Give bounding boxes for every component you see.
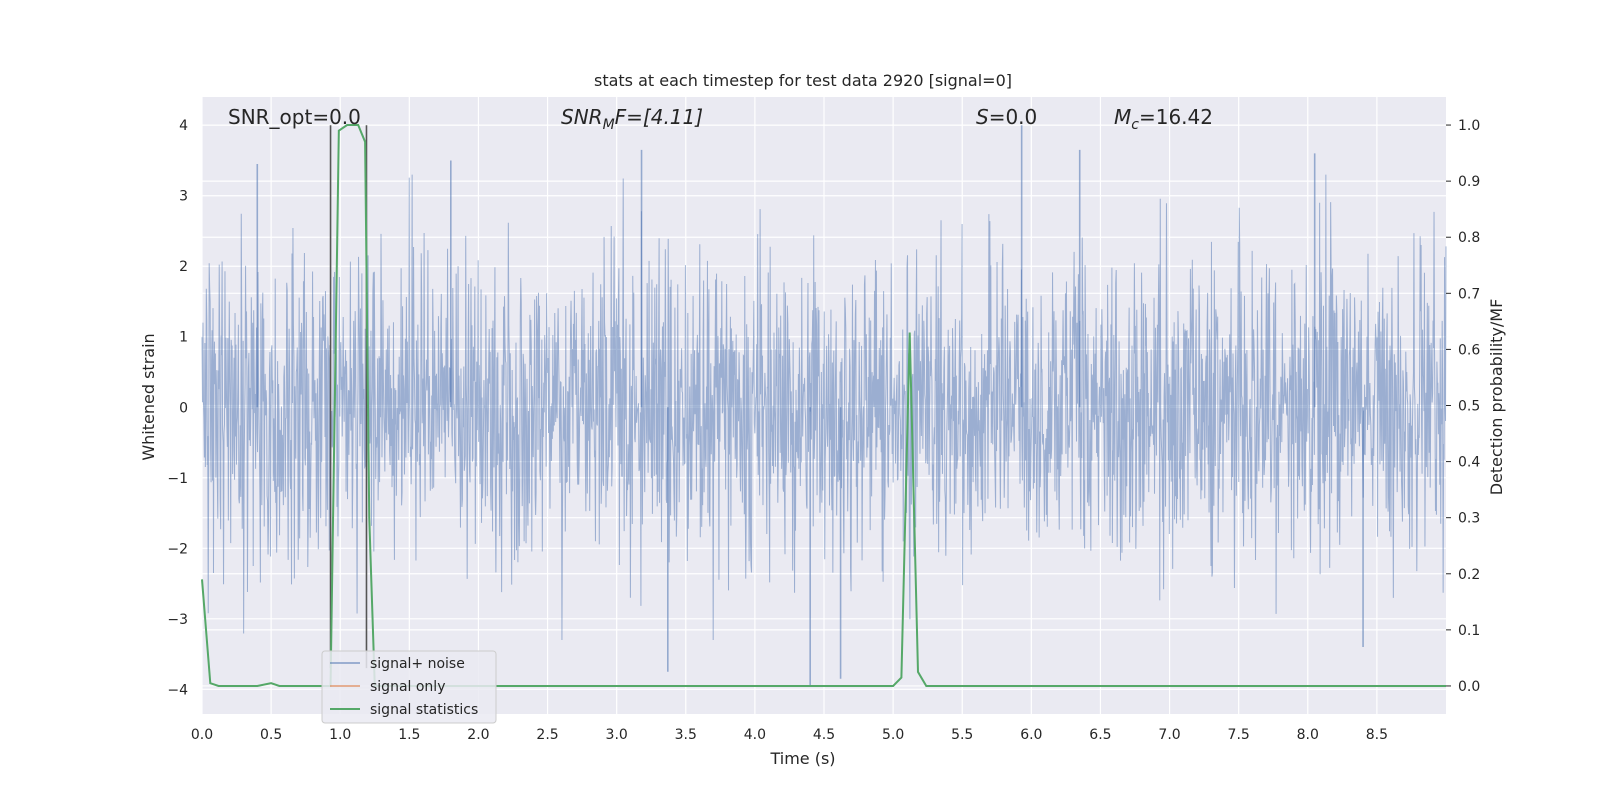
y2-tick-label: 1.0	[1458, 118, 1480, 134]
y2-tick-label: 0.2	[1458, 567, 1480, 583]
x-tick-label: 3.5	[675, 727, 697, 743]
y-tick-label: 2	[179, 259, 188, 275]
y-tick-label: 3	[179, 189, 188, 205]
annotation-snr-opt: SNR_opt=0.0	[228, 105, 361, 129]
legend: signal+ noise signal only signal statist…	[321, 650, 497, 724]
series-signal-statistics	[201, 124, 1446, 687]
y-tick-label: −1	[167, 471, 188, 487]
y2-tick-label: 0.4	[1458, 455, 1480, 471]
x-tick-label: 6.5	[1089, 727, 1111, 743]
x-tick-label: 7.0	[1158, 727, 1180, 743]
x-tick-label: 8.0	[1297, 727, 1319, 743]
x-axis-ticks: 0.0 0.5 1.0 1.5 2.0 2.5 3.0 3.5 4.0 4.5 5.0 5.5 6.0 6…	[191, 727, 1388, 743]
legend-label-signal-statistics: signal statistics	[370, 702, 478, 718]
x-tick-label: 0.5	[260, 727, 282, 743]
x-tick-label: 3.0	[606, 727, 628, 743]
x-tick-label: 2.0	[467, 727, 489, 743]
x-tick-label: 6.0	[1020, 727, 1042, 743]
x-tick-label: 1.0	[329, 727, 351, 743]
y2-axis-ticks: 1.0 0.9 0.8 0.7 0.6 0.5 0.4 0.3 0.2 0.1 0.0	[1446, 118, 1480, 695]
chart-title: stats at each timestep for test data 292…	[594, 71, 1012, 90]
x-tick-label: 5.5	[951, 727, 973, 743]
y-axis-label: Whitened strain	[139, 333, 158, 460]
y-axis-ticks: 4 3 2 1 0 −1 −2 −3 −4	[167, 118, 188, 698]
y-tick-label: −2	[167, 541, 188, 557]
y2-tick-label: 0.8	[1458, 230, 1480, 246]
noise-trace	[201, 174, 1447, 640]
annotation-snr-mf: SNRMF=[4.11]	[561, 105, 703, 133]
annotations: SNR_opt=0.0 SNRMF=[4.11] S=0.0 Mc=16.42	[228, 105, 1213, 133]
x-tick-label: 4.5	[813, 727, 835, 743]
x-axis-label: Time (s)	[769, 749, 835, 768]
y2-tick-label: 0.3	[1458, 511, 1480, 527]
series-signal-noise	[201, 125, 1447, 686]
x-tick-label: 7.5	[1228, 727, 1250, 743]
y2-tick-label: 0.0	[1458, 679, 1480, 695]
legend-label-signal-noise: signal+ noise	[370, 656, 465, 672]
y2-tick-label: 0.7	[1458, 286, 1480, 302]
annotation-mc: Mc=16.42	[1114, 105, 1213, 133]
y2-tick-label: 0.1	[1458, 623, 1480, 639]
y-tick-label: 4	[179, 118, 188, 134]
y2-axis-label: Detection probability/MF	[1487, 299, 1506, 496]
legend-label-signal-only: signal only	[370, 679, 445, 695]
x-tick-label: 8.5	[1366, 727, 1388, 743]
x-tick-label: 4.0	[744, 727, 766, 743]
y2-tick-label: 0.6	[1458, 342, 1480, 358]
x-tick-label: 0.0	[191, 727, 213, 743]
statistics-line	[201, 124, 1446, 687]
y-tick-label: −3	[167, 612, 188, 628]
legend-box	[321, 650, 497, 724]
y-tick-label: −4	[167, 682, 188, 698]
y-tick-label: 0	[179, 400, 188, 416]
y2-tick-label: 0.9	[1458, 174, 1480, 190]
x-tick-label: 1.5	[398, 727, 420, 743]
x-tick-label: 2.5	[536, 727, 558, 743]
y2-tick-label: 0.5	[1458, 399, 1480, 415]
annotation-s: S=0.0	[976, 105, 1037, 129]
y-tick-label: 1	[179, 330, 188, 346]
x-tick-label: 5.0	[882, 727, 904, 743]
